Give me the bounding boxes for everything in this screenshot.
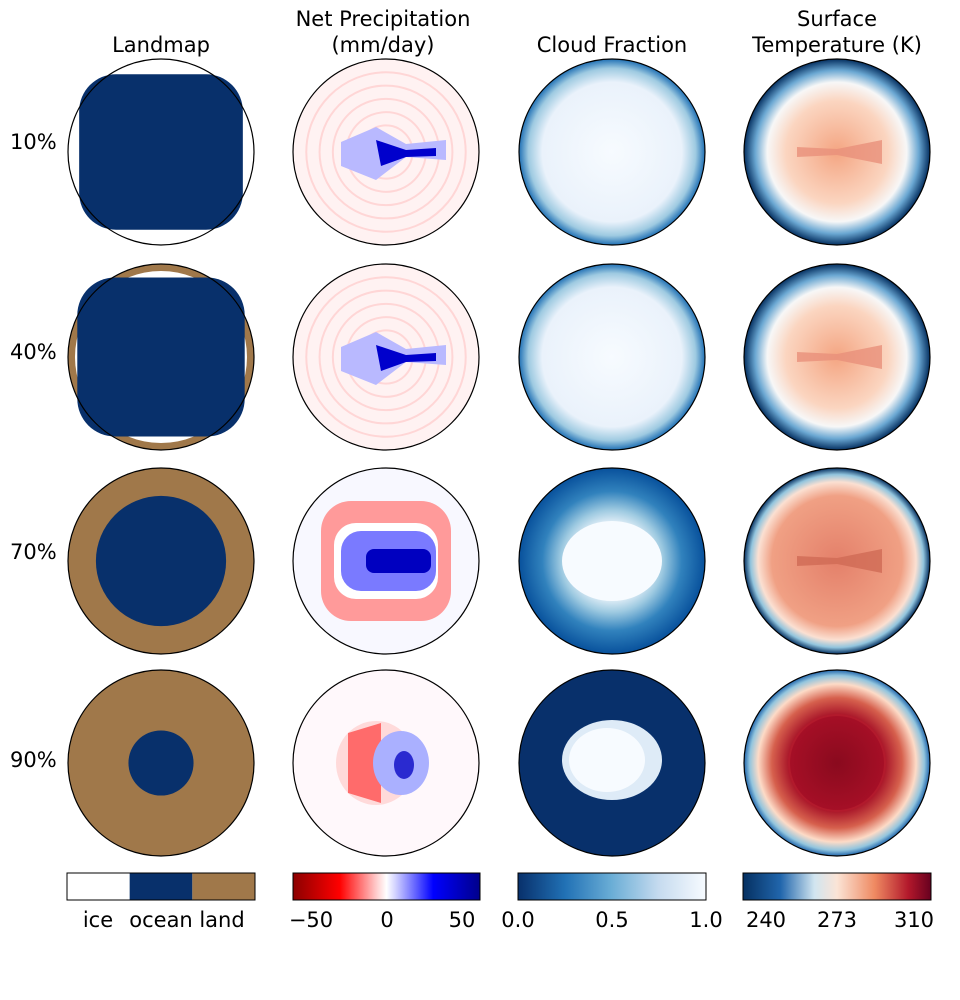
title-precip: Net Precipitation (mm/day) [263,6,503,58]
cb-label-ice: ice [82,908,114,932]
cloud-border-0 [518,58,706,246]
temp-hotspot-2 [797,549,882,573]
landmap-ocean-1 [77,277,245,437]
landmap-border-2 [67,467,255,655]
cloud-colorbar [517,872,707,901]
cloud-border-1 [518,263,706,451]
precip-core-3 [394,751,414,779]
precip-ring-0-6 [305,71,467,233]
landmap-panel-0 [67,58,255,246]
landmap-panel-3 [67,669,255,857]
cb-tick-cloud-1: 1.0 [689,908,723,932]
cb-tick-precip-neg50: −50 [288,908,334,932]
precip-core-1 [376,345,436,371]
title-precip-line2: (mm/day) [331,33,435,57]
temp-panel-0 [743,58,931,246]
title-cloud-line1: Cloud Fraction [536,33,688,57]
temp-panel-2 [743,467,931,655]
precip-border-0 [292,58,480,246]
cloud-panel-0 [518,58,706,246]
temp-ring-3 [788,714,886,812]
landmap-panel-1 [67,263,255,451]
row-label-40: 40% [10,340,57,364]
temp-hotspot-1 [797,345,882,369]
cloud-panel-2 [518,467,706,655]
precip-colorbar-bar [292,872,481,901]
cb-label-ocean: ocean [129,908,193,932]
precip-colorbar [292,872,481,901]
precip-panel-1 [292,263,480,451]
precip-core-0 [376,140,436,166]
temp-border-3 [743,669,931,857]
temp-border-1 [743,263,931,451]
temp-border-2 [743,467,931,655]
title-landmap-line1: Landmap [112,33,210,57]
landmap-colorbar-land [192,873,255,900]
landmap-ocean-3 [128,730,194,796]
landmap-colorbar-ice [67,873,130,900]
precip-dry-region-3 [348,723,381,803]
precip-border-1 [292,263,480,451]
title-landmap: Landmap [41,32,281,58]
cb-tick-cloud-0: 0.0 [501,908,535,932]
landmap-colorbar-ocean [129,873,193,900]
landmap-colorbar [66,872,256,901]
cb-label-land: land [199,908,245,932]
precip-core-2 [366,549,431,573]
cloud-field-0 [519,59,705,245]
temp-colorbar-bar [742,872,932,901]
precip-border-3 [292,669,480,857]
cloud-field-1 [519,264,705,450]
precip-ring-1-5 [318,289,454,425]
precip-border-2 [292,467,480,655]
temp-border-0 [743,58,931,246]
precip-panel-3 [292,669,480,857]
precip-ring-0-5 [318,84,454,220]
row-label-70: 70% [10,540,57,564]
row-label-10: 10% [10,130,57,154]
title-temp-line1: Surface [796,7,877,31]
title-precip-line1: Net Precipitation [295,7,471,31]
cloud-clear-zone-2 [562,521,662,601]
landmap-panel-2 [67,467,255,655]
landmap-border-0 [67,58,255,246]
cb-tick-cloud-05: 0.5 [595,908,629,932]
cloud-panel-1 [518,263,706,451]
title-cloud: Cloud Fraction [492,32,732,58]
precip-ring-1-6 [305,276,467,438]
landmap-ocean-0 [79,74,243,230]
landmap-ocean-2 [95,495,227,627]
cloud-panel-3 [518,669,706,857]
temp-panel-3 [743,669,931,857]
title-temp-line2: Temperature (K) [752,33,922,57]
cb-tick-temp-273: 273 [816,908,858,932]
cloud-border-3 [518,669,706,857]
landmap-border-1 [67,263,255,451]
title-temp: Surface Temperature (K) [717,6,957,58]
cb-tick-precip-50: 50 [448,908,476,932]
cb-tick-temp-310: 310 [893,908,935,932]
cb-tick-precip-0: 0 [380,908,394,932]
temp-hotspot-0 [797,140,882,164]
temp-colorbar [742,872,932,901]
cloud-border-2 [518,467,706,655]
temp-field-3 [744,670,930,856]
cb-tick-temp-240: 240 [745,908,787,932]
landmap-colorbar-border [66,872,256,901]
cloud-clear-core-3 [569,728,645,792]
precip-panel-0 [292,58,480,246]
row-label-90: 90% [10,748,57,772]
temp-panel-1 [743,263,931,451]
landmap-border-3 [67,669,255,857]
precip-panel-2 [292,467,480,655]
cloud-colorbar-bar [517,872,707,901]
